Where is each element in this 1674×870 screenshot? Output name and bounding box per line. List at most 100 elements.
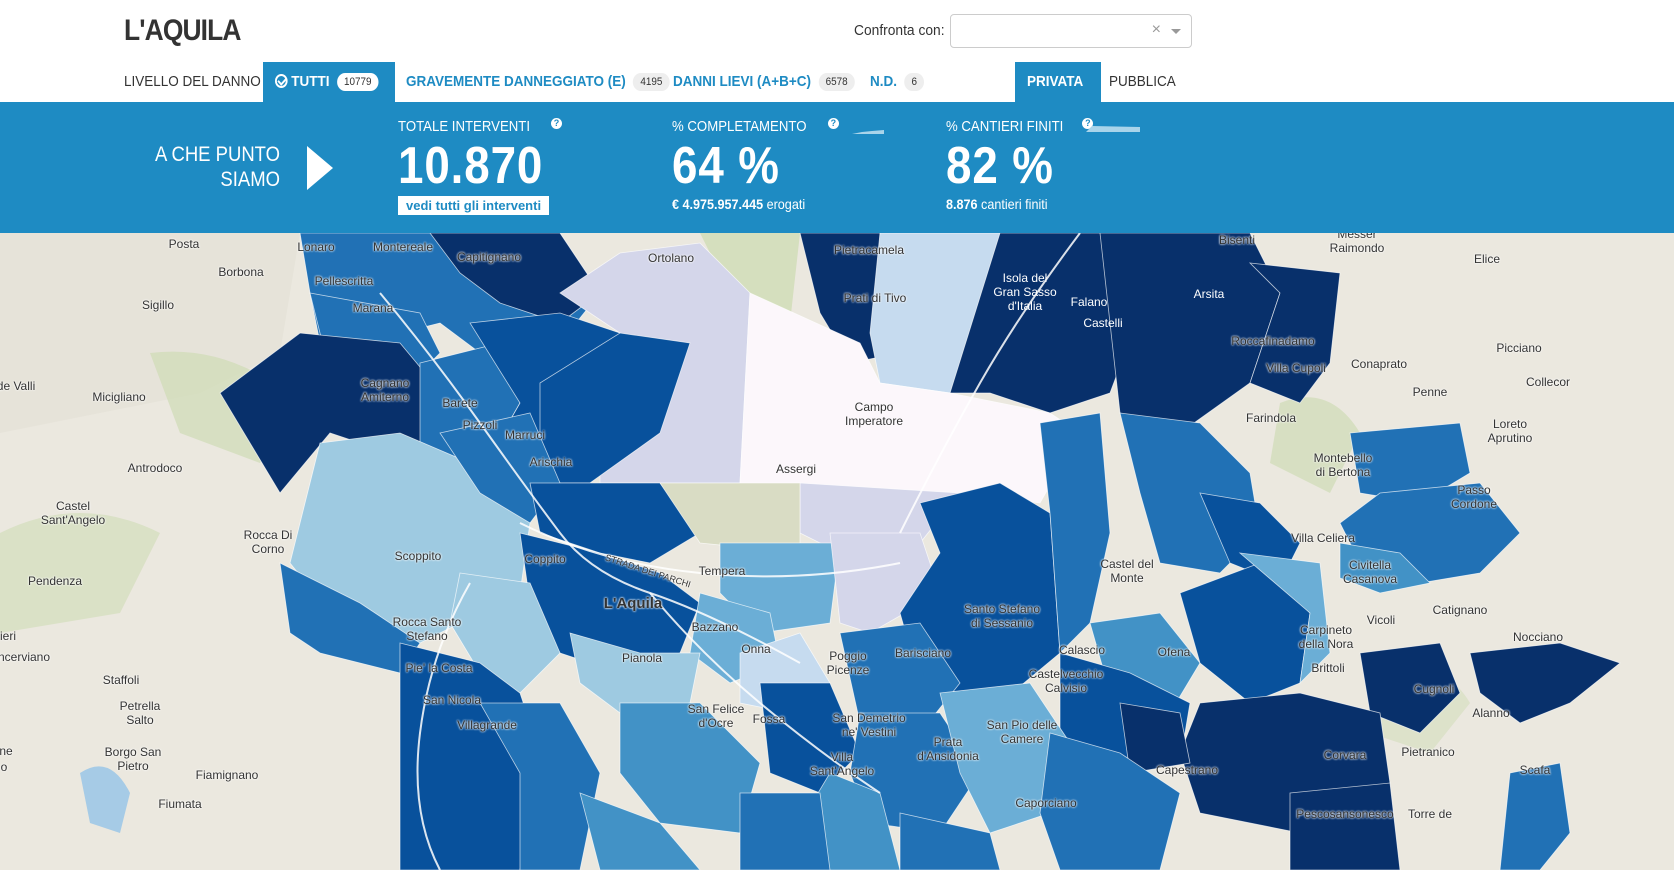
see-all-button[interactable]: vedi tutti gli interventi	[398, 196, 550, 215]
place-label: Roccafinadamo	[1231, 334, 1315, 348]
region-villa-celiera	[1339, 542, 1431, 594]
place-label: Nocciano	[1512, 630, 1564, 644]
place-label: Messer Raimondo	[1329, 233, 1385, 255]
sites-sparkline	[1086, 126, 1140, 132]
place-label: Posta	[168, 237, 200, 251]
region-villagrande	[479, 702, 601, 870]
place-label: Catignano	[1432, 603, 1488, 617]
place-label: Ofena	[1157, 645, 1191, 659]
tab-nd-count: 6	[904, 73, 925, 91]
tab-public[interactable]: PUBBLICA	[1108, 73, 1176, 90]
place-label: Calascio	[1058, 643, 1106, 657]
place-label: Barisciano	[894, 646, 952, 660]
finished-sites: % CANTIERI FINITI? 82 % 8.876 cantieri f…	[946, 118, 1094, 212]
place-label: Cugnoli	[1413, 682, 1455, 696]
place-label: Petrella Salto	[119, 699, 161, 727]
place-label: Passo Cordone	[1450, 483, 1498, 511]
clear-icon[interactable]: ×	[1151, 21, 1161, 38]
region-fossa	[759, 682, 861, 794]
place-label: L'Aquila	[603, 595, 663, 612]
region-cugnoli	[1469, 642, 1621, 724]
damage-level-label: LIVELLO DEL DANNO	[124, 73, 261, 90]
place-label: Picciano	[1496, 341, 1542, 355]
place-label: Staffoli	[102, 673, 140, 687]
place-label: Prata d'Ansidonia	[917, 735, 979, 763]
place-label: Lonaro	[297, 240, 335, 254]
tab-nd-label: N.D.	[870, 73, 897, 90]
place-label: Vicoli	[1366, 613, 1396, 627]
place-label: Pianola	[621, 651, 663, 665]
total-label: TOTALE INTERVENTI	[398, 118, 531, 135]
tab-light-label: DANNI LIEVI (A+B+C)	[673, 73, 812, 90]
total-value: 10.870	[398, 137, 544, 195]
help-icon[interactable]: ?	[551, 118, 563, 129]
place-label: Penne	[1412, 385, 1448, 399]
place-label: San Felice d'Ocre	[687, 702, 745, 730]
page-title: L'AQUILA	[124, 14, 241, 47]
tab-severe-damage[interactable]: GRAVEMENTE DANNEGGIATO (E) 4195	[406, 62, 699, 102]
place-label: Micigliano	[92, 390, 146, 404]
completion: % COMPLETAMENTO? 64 % € 4.975.957.445 er…	[672, 118, 839, 212]
place-label: Conaprato	[1350, 357, 1408, 371]
compare-select[interactable]: ×	[950, 14, 1192, 48]
region-south-mid	[739, 792, 831, 870]
sites-value: 82 %	[946, 137, 1054, 195]
chevron-down-icon[interactable]	[1171, 29, 1181, 34]
place-label: ieri	[0, 629, 17, 643]
place-label: Isola del Gran Sasso d'Italia	[993, 271, 1057, 313]
place-label: Loreto Aprutino	[1487, 417, 1533, 445]
place-label: Bazzano	[691, 620, 739, 634]
place-label: de Valli	[0, 379, 36, 393]
place-label: Santo Stefano di Sessanio	[963, 602, 1041, 630]
tab-nd[interactable]: N.D. 6	[870, 62, 930, 102]
region-south-right	[899, 812, 1001, 870]
place-label: Arischia	[529, 455, 573, 469]
map-svg	[0, 233, 1621, 870]
region-dark-spot	[1119, 702, 1191, 774]
region-torre	[1499, 762, 1571, 870]
place-label: Castelli	[1083, 316, 1123, 330]
place-label: Collecor	[1525, 375, 1571, 389]
completion-value: 64 %	[672, 137, 780, 195]
damage-level-tabs: LIVELLO DEL DANNO TUTTI 10779 GRAVEMENTE…	[0, 62, 1674, 102]
place-label: Campo Imperatore	[844, 400, 904, 428]
place-label: Pellescritta	[314, 274, 374, 288]
place-label: Barete	[442, 396, 478, 410]
region-east-strip	[1289, 782, 1401, 870]
place-label: Fossa	[752, 712, 786, 726]
place-label: Civitella Casanova	[1342, 558, 1398, 586]
place-label: Brittoli	[1311, 661, 1345, 675]
region-south-left	[579, 792, 701, 870]
choropleth-map[interactable]: Posta Borbona Sigillo de Valli Miciglian…	[0, 233, 1674, 870]
place-label: Carpineto della Nora	[1298, 623, 1354, 651]
tab-light-count: 6578	[818, 73, 855, 91]
place-label: Ortolano	[647, 251, 695, 265]
place-label: Montebello di Bertona	[1313, 451, 1373, 479]
place-label: o	[0, 760, 8, 774]
place-label: ncerviano	[0, 650, 51, 664]
total-interventions: TOTALE INTERVENTI? 10.870 vedi tutti gli…	[398, 118, 563, 215]
place-label: Pizzoli	[462, 418, 498, 432]
place-label: Farindola	[1245, 411, 1297, 425]
help-icon[interactable]: ?	[1082, 118, 1094, 129]
place-label: Rocca Santo Stefano	[392, 615, 462, 643]
place-label: Rocca Di Corno	[243, 528, 293, 556]
tab-light-damage[interactable]: DANNI LIEVI (A+B+C) 6578	[673, 62, 875, 102]
place-label: Falano	[1070, 295, 1108, 309]
place-label: Pendenza	[27, 574, 83, 588]
place-label: San Pio delle Camere	[986, 718, 1058, 746]
place-label: Villagrande	[457, 718, 517, 732]
place-label: Capitignano	[456, 250, 522, 264]
header: L'AQUILA Confronta con: ×	[0, 0, 1674, 62]
place-label: Villa Sant'Angelo	[809, 750, 875, 778]
place-label: Scoppito	[394, 549, 442, 563]
place-label: Coppito	[524, 552, 566, 566]
tab-all[interactable]: TUTTI 10779	[263, 62, 395, 102]
tab-private[interactable]: PRIVATA	[1015, 62, 1101, 102]
help-icon[interactable]: ?	[827, 118, 839, 129]
place-label: Caporciano	[1015, 796, 1077, 810]
place-label: Tempera	[698, 564, 746, 578]
region-carpineto-light	[1238, 552, 1331, 685]
region-arsita	[1248, 262, 1341, 404]
place-label: Pietranico	[1401, 745, 1455, 759]
